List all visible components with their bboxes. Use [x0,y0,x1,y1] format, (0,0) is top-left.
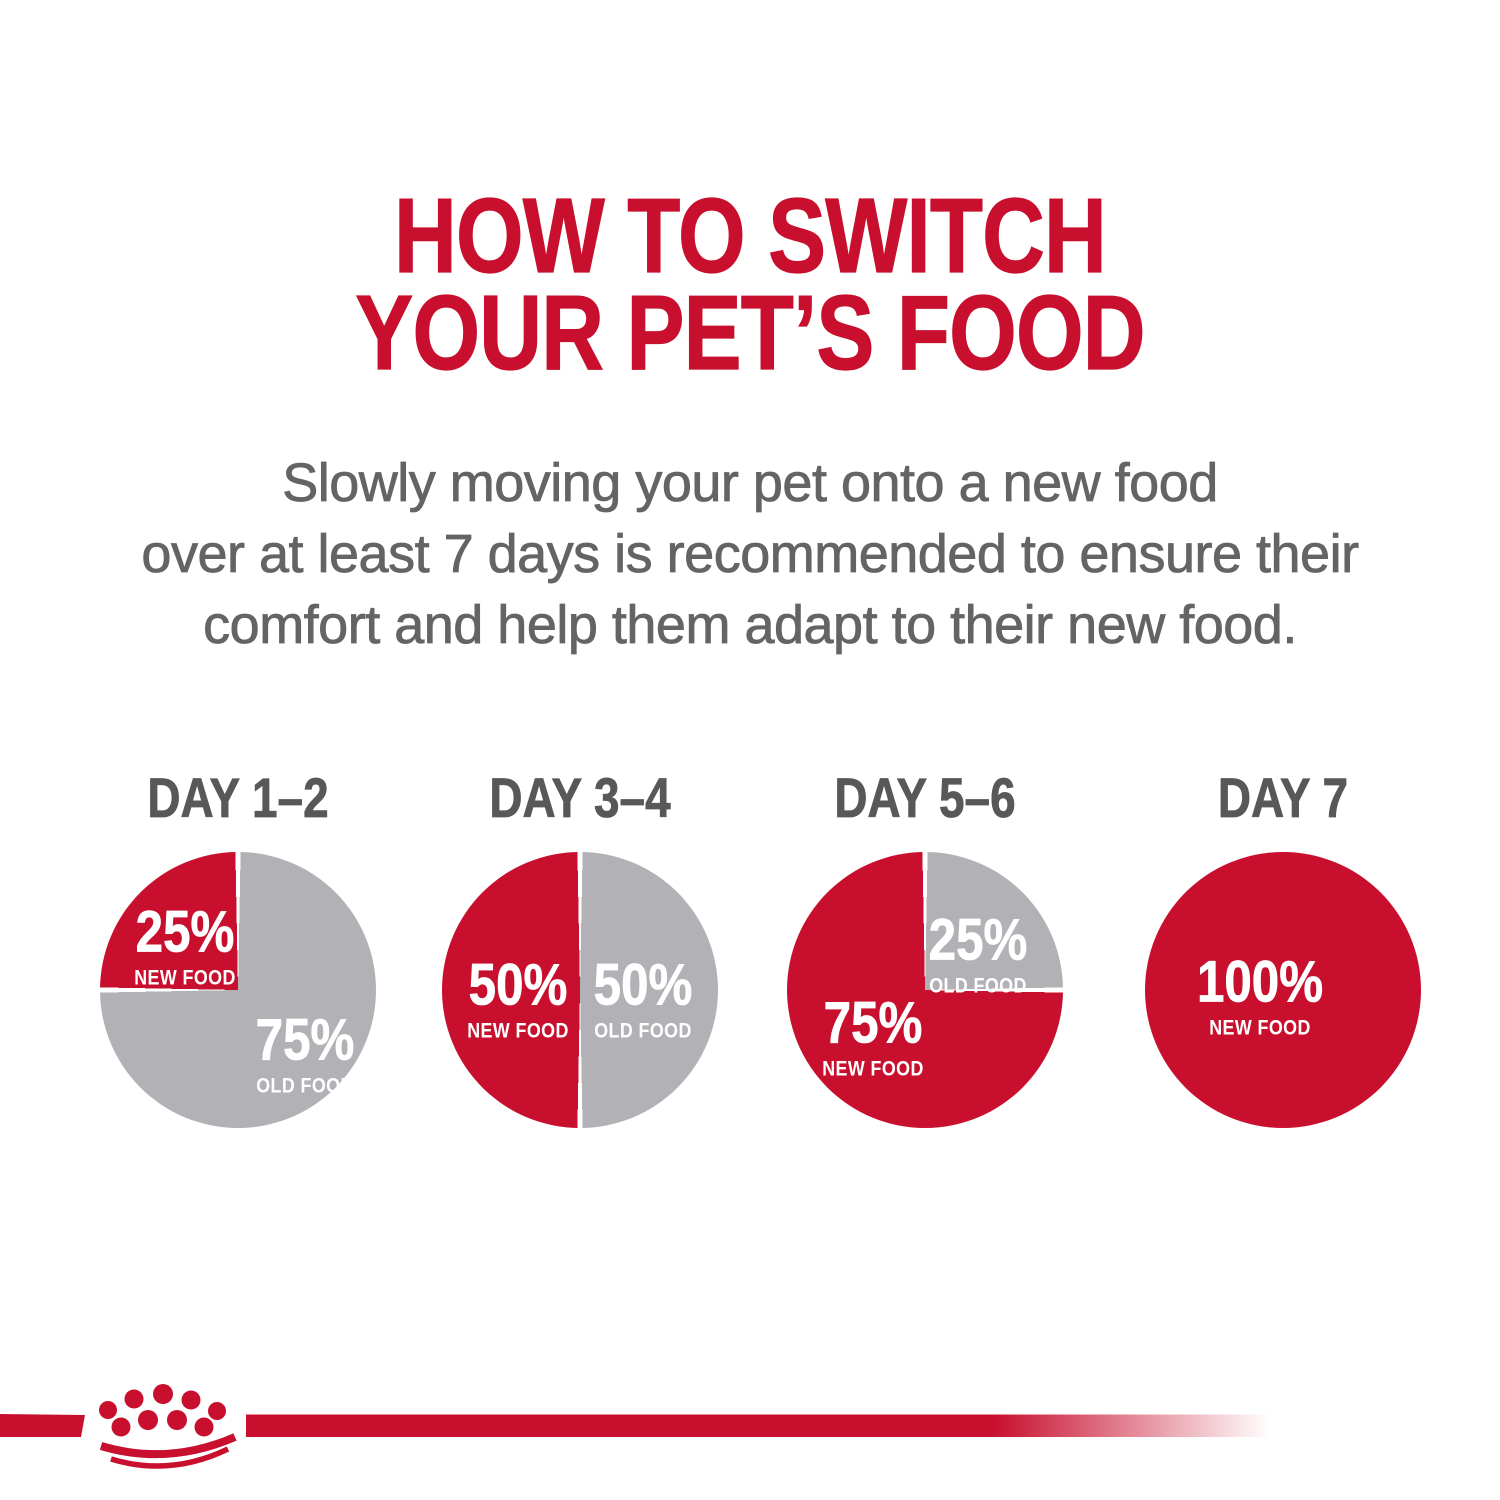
slice-percent: 25% [928,907,1028,973]
day-7-label: DAY 7 [1217,766,1349,829]
slice-label-new-food: 75% NEW FOOD [822,990,924,1081]
day-3-4-label: DAY 3–4 [489,766,671,829]
subtitle: Slowly moving your pet onto a new food o… [0,448,1500,661]
subtitle-line-2: over at least 7 days is recommended to e… [141,524,1359,585]
title-line-1: HOW TO SWITCH [394,177,1108,295]
page-title: HOW TO SWITCH YOUR PET’S FOOD [0,177,1500,392]
slice-name: NEW FOOD [134,966,236,990]
subtitle-line-3: comfort and help them adapt to their new… [203,595,1298,656]
slice-name: NEW FOOD [467,1019,569,1043]
royal-canin-crown-icon [0,1384,1270,1469]
slice-name: OLD FOOD [256,1074,354,1098]
slice-name: NEW FOOD [1209,1016,1311,1040]
slice-label-old-food: 50% OLD FOOD [593,952,693,1043]
slice-name: OLD FOOD [594,1019,692,1043]
slice-label-new-food: 100% NEW FOOD [1196,949,1324,1040]
pie-chart-day-1-2: 25% NEW FOOD 75% OLD FOOD [100,852,376,1128]
pie-chart-day-7: 100% NEW FOOD [1145,852,1421,1128]
band-left-stub [0,1414,85,1437]
slice-name: OLD FOOD [929,974,1027,998]
band-right [246,1414,1270,1437]
day-1-2-label: DAY 1–2 [147,766,329,829]
day-3-4-section: DAY 3–4 50% NEW FOOD 50% OLD FOOD [442,766,718,1170]
day-5-6-label: DAY 5–6 [834,766,1016,829]
slice-percent: 25% [135,899,235,965]
day-1-2-section: DAY 1–2 25% NEW FOOD 75% OLD FOOD [100,766,376,1170]
slice-label-new-food: 50% NEW FOOD [467,952,569,1043]
slice-percent: 50% [593,952,693,1018]
subtitle-line-1: Slowly moving your pet onto a new food [282,453,1219,514]
slice-percent: 50% [468,952,568,1018]
slice-label-old-food: 75% OLD FOOD [255,1007,355,1098]
day-7-section: DAY 7 100% NEW FOOD [1145,766,1421,1170]
slice-label-new-food: 25% NEW FOOD [134,899,236,990]
pie-chart-day-3-4: 50% NEW FOOD 50% OLD FOOD [442,852,718,1128]
slice-percent: 75% [255,1007,355,1073]
title-line-2: YOUR PET’S FOOD [355,274,1146,392]
slice-percent: 75% [823,990,923,1056]
day-5-6-section: DAY 5–6 25% OLD FOOD 75% NEW FOOD [787,766,1063,1170]
slice-percent: 100% [1196,949,1324,1015]
pie-chart-day-5-6: 25% OLD FOOD 75% NEW FOOD [787,852,1063,1128]
slice-name: NEW FOOD [822,1057,924,1081]
slice-label-old-food: 25% OLD FOOD [928,907,1028,998]
